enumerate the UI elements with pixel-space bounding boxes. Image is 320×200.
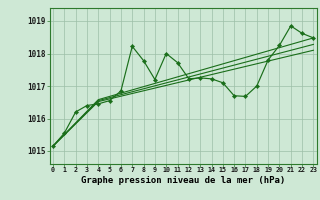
X-axis label: Graphe pression niveau de la mer (hPa): Graphe pression niveau de la mer (hPa) (81, 176, 285, 185)
